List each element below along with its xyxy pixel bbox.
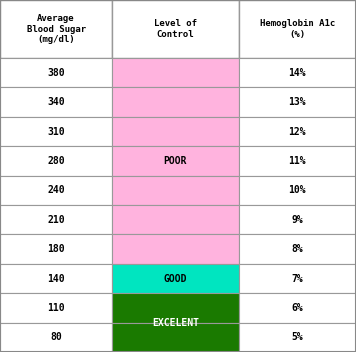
- Bar: [112, 205, 239, 234]
- Bar: [0, 293, 112, 322]
- Text: 80: 80: [50, 332, 62, 342]
- Text: 5%: 5%: [291, 332, 303, 342]
- Text: 8%: 8%: [291, 244, 303, 254]
- Bar: [0, 205, 112, 234]
- Bar: [112, 264, 239, 293]
- Text: POOR: POOR: [163, 156, 187, 166]
- Bar: [112, 117, 239, 146]
- Text: 7%: 7%: [291, 274, 303, 283]
- Bar: [0, 88, 112, 117]
- Bar: [112, 146, 239, 176]
- Text: 11%: 11%: [288, 156, 306, 166]
- Bar: [0, 0, 112, 58]
- Text: 240: 240: [47, 186, 65, 195]
- Bar: [112, 234, 239, 264]
- Bar: [239, 176, 356, 205]
- Text: 12%: 12%: [288, 127, 306, 137]
- Text: Level of
Control: Level of Control: [154, 19, 197, 39]
- Text: 6%: 6%: [291, 303, 303, 313]
- Bar: [239, 293, 356, 322]
- Bar: [112, 322, 239, 352]
- Text: 14%: 14%: [288, 68, 306, 78]
- Bar: [239, 234, 356, 264]
- Text: 380: 380: [47, 68, 65, 78]
- Text: 180: 180: [47, 244, 65, 254]
- Bar: [0, 58, 112, 88]
- Text: Average
Blood Sugar
(mg/dl): Average Blood Sugar (mg/dl): [26, 14, 86, 44]
- Text: 140: 140: [47, 274, 65, 283]
- Text: 310: 310: [47, 127, 65, 137]
- Text: EXCELENT: EXCELENT: [152, 318, 199, 328]
- Bar: [112, 293, 239, 322]
- Bar: [0, 322, 112, 352]
- Bar: [239, 117, 356, 146]
- Bar: [0, 176, 112, 205]
- Text: 280: 280: [47, 156, 65, 166]
- Bar: [112, 58, 239, 88]
- Bar: [0, 117, 112, 146]
- Text: 210: 210: [47, 215, 65, 225]
- Text: 340: 340: [47, 97, 65, 107]
- Text: 9%: 9%: [291, 215, 303, 225]
- Bar: [239, 322, 356, 352]
- Bar: [239, 146, 356, 176]
- Bar: [239, 0, 356, 58]
- Bar: [112, 176, 239, 205]
- Text: 13%: 13%: [288, 97, 306, 107]
- Bar: [0, 264, 112, 293]
- Text: Hemoglobin A1c
(%): Hemoglobin A1c (%): [260, 19, 335, 39]
- Text: GOOD: GOOD: [163, 274, 187, 283]
- Bar: [239, 88, 356, 117]
- Bar: [112, 88, 239, 117]
- Bar: [239, 264, 356, 293]
- Bar: [0, 234, 112, 264]
- Bar: [0, 146, 112, 176]
- Text: 10%: 10%: [288, 186, 306, 195]
- Bar: [239, 205, 356, 234]
- Bar: [112, 0, 239, 58]
- Bar: [239, 58, 356, 88]
- Text: 110: 110: [47, 303, 65, 313]
